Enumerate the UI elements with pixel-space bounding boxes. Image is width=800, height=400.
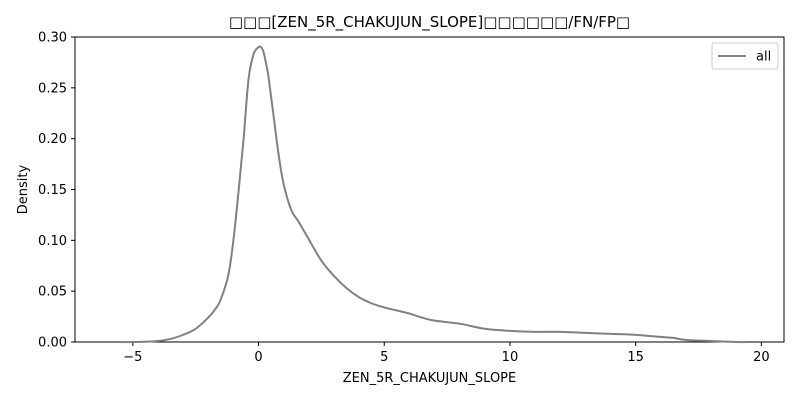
- legend-label-all: all: [756, 50, 771, 65]
- plot-area: [74, 36, 785, 343]
- x-axis-label: ZEN_5R_CHAKUJUN_SLOPE: [343, 371, 516, 386]
- x-tick-label: 5: [380, 350, 388, 365]
- series-layer: [107, 45, 752, 344]
- legend: all: [711, 42, 779, 70]
- x-tick-label: 15: [627, 350, 644, 365]
- chart-title: □□□[ZEN_5R_CHAKUJUN_SLOPE]□□□□□□/FN/FP□: [229, 13, 630, 32]
- y-tick-label: 0.20: [38, 132, 67, 147]
- y-tick-label: 0.00: [38, 336, 67, 351]
- y-tick-label: 0.10: [38, 234, 67, 249]
- x-tick-label: −5: [123, 350, 142, 365]
- y-tick-label: 0.15: [38, 183, 67, 198]
- y-axis: 0.00 0.05 0.10 0.15 0.20 0.25 0.30: [38, 31, 75, 351]
- y-tick-label: 0.30: [38, 31, 67, 46]
- series-line-all: [107, 45, 752, 344]
- y-tick-label: 0.25: [38, 81, 67, 96]
- x-tick-label: 10: [502, 350, 519, 365]
- y-axis-label: Density: [16, 164, 31, 214]
- x-axis: −5 0 5 10 15 20: [123, 342, 770, 365]
- x-tick-label: 0: [254, 350, 262, 365]
- y-tick-label: 0.05: [38, 285, 67, 300]
- x-tick-label: 20: [753, 350, 770, 365]
